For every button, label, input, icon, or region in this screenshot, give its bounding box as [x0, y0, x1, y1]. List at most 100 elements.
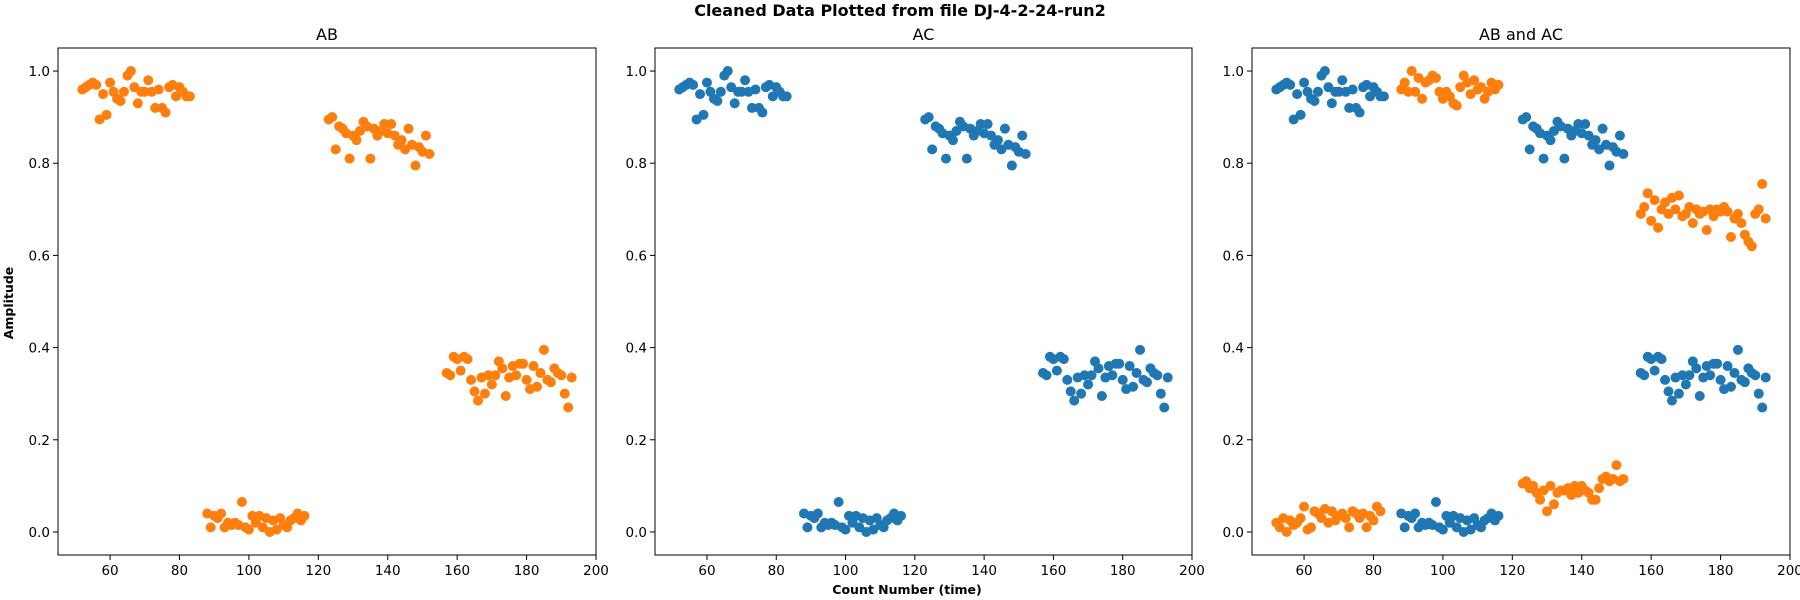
data-point [143, 75, 154, 86]
data-point [1673, 388, 1684, 399]
data-point [961, 153, 972, 164]
x-tick-label: 200 [583, 563, 609, 579]
data-point [1750, 370, 1761, 381]
data-point [833, 497, 844, 507]
data-point [1739, 377, 1750, 388]
data-point [160, 107, 171, 118]
data-point [1736, 218, 1747, 229]
y-tick-label: 0.6 [626, 248, 647, 264]
x-tick-label: 120 [902, 563, 928, 579]
y-tick-label: 0.2 [626, 433, 647, 449]
data-point [1611, 460, 1622, 471]
y-tick-label: 1.0 [626, 64, 647, 80]
data-point [1729, 367, 1740, 378]
panel-title: AC [913, 25, 935, 44]
x-tick-label: 60 [698, 563, 715, 579]
data-point [1159, 402, 1170, 413]
data-point [1340, 513, 1351, 524]
data-point [740, 75, 751, 86]
data-point [992, 135, 1003, 146]
data-point [1614, 130, 1625, 141]
data-point [1677, 370, 1688, 381]
data-point [1006, 160, 1017, 171]
data-point [757, 107, 768, 118]
series-2 [1271, 66, 1771, 537]
data-point [1639, 370, 1650, 381]
data-point [941, 153, 952, 164]
figure-suptitle: Cleaned Data Plotted from file DJ-4-2-24… [694, 1, 1106, 20]
panel-1: AB 60 80 100 120 140 160 180 200 0.0 0.2 0.4 0.6 0.8 1… [29, 25, 609, 579]
data-point [1017, 130, 1028, 141]
data-point [1093, 363, 1104, 374]
data-point [351, 135, 362, 146]
y-tick-label: 0.2 [29, 433, 50, 449]
data-point [802, 522, 813, 533]
data-point [1542, 506, 1553, 517]
data-point [379, 119, 390, 130]
data-point [1680, 379, 1691, 390]
data-point [538, 344, 549, 355]
data-point [1573, 119, 1584, 130]
x-tick-label: 180 [1110, 563, 1136, 579]
data-point [1096, 390, 1107, 401]
data-point [472, 395, 483, 406]
data-point [563, 402, 574, 413]
data-point [1281, 526, 1292, 537]
data-point [559, 388, 570, 399]
data-point [479, 388, 490, 399]
data-point [1670, 204, 1681, 215]
data-point [531, 381, 542, 392]
data-point [566, 372, 577, 383]
data-point [91, 79, 102, 90]
data-point [947, 135, 958, 146]
data-point [1732, 344, 1743, 355]
data-point [118, 86, 129, 97]
data-point [1312, 86, 1323, 97]
data-point [1399, 77, 1410, 88]
data-point [1152, 370, 1163, 381]
x-tick-label: 60 [101, 563, 118, 579]
data-point [1594, 483, 1605, 494]
data-point [1069, 395, 1080, 406]
data-point [1135, 344, 1146, 355]
x-tick-label: 120 [1499, 563, 1525, 579]
data-point [1493, 79, 1504, 90]
data-point [1285, 79, 1296, 90]
data-point [1535, 494, 1546, 505]
data-point [1715, 374, 1726, 385]
y-tick-label: 0.4 [626, 341, 647, 357]
data-point [1618, 473, 1629, 484]
x-tick-label: 160 [1041, 563, 1067, 579]
data-point [1378, 91, 1389, 102]
data-point [420, 130, 431, 141]
x-tick-label: 200 [1777, 563, 1800, 579]
y-tick-label: 0.0 [29, 525, 50, 541]
data-point [1041, 370, 1052, 381]
data-point [1299, 501, 1310, 512]
data-point [1618, 149, 1629, 160]
axes-frame [57, 47, 597, 556]
data-point [1656, 354, 1667, 365]
data-point [1114, 358, 1125, 369]
data-point [1649, 365, 1660, 376]
data-point [999, 123, 1010, 134]
y-tick-label: 0.0 [626, 525, 647, 541]
data-point [1559, 153, 1570, 164]
data-point [1521, 112, 1532, 123]
data-point [1732, 208, 1743, 219]
data-point [923, 112, 934, 123]
data-point [115, 96, 126, 106]
data-point [1333, 86, 1344, 97]
data-point [1725, 381, 1736, 392]
data-point [736, 86, 747, 97]
data-point [403, 123, 414, 134]
data-point [1687, 218, 1698, 229]
x-tick-label: 140 [375, 563, 401, 579]
data-point [1347, 84, 1358, 95]
data-point [1666, 395, 1677, 406]
data-point [1403, 86, 1414, 97]
y-tick-label: 0.4 [29, 341, 50, 357]
data-point [490, 370, 501, 381]
data-point [695, 89, 706, 100]
data-point [1545, 480, 1556, 491]
